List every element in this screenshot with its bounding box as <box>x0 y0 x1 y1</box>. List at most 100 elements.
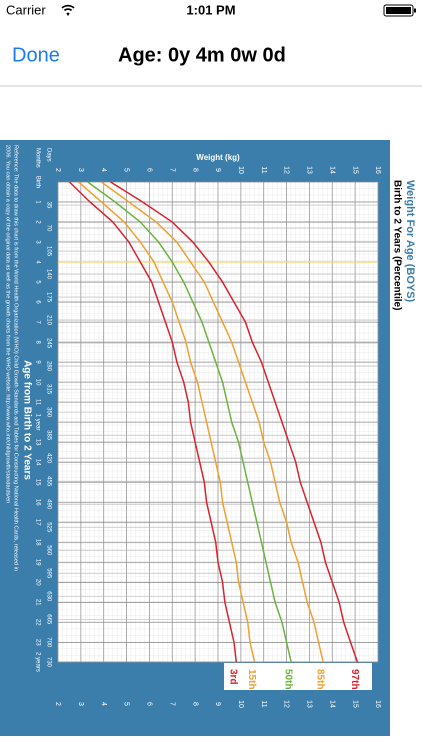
legend-label: 97th <box>349 669 360 690</box>
month-tick-label: 1 <box>34 200 40 204</box>
chart-title: Weight For Age (BOYS) <box>404 180 416 303</box>
month-tick-label: 2 <box>34 220 40 224</box>
day-tick-label: 70 <box>45 225 51 232</box>
x-tick-label: 8 <box>191 702 198 706</box>
x-tick-label: 5 <box>123 702 130 706</box>
y-axis-label: Age from Birth to 2 Years <box>21 360 32 480</box>
percentile-line <box>78 181 256 663</box>
day-tick-label: 700 <box>45 637 51 648</box>
month-tick-label: 18 <box>34 539 40 546</box>
x-tick-label: 11 <box>260 700 267 707</box>
x-tick-label: 8 <box>191 168 198 172</box>
day-tick-label: 175 <box>45 292 51 303</box>
month-tick-label: 6 <box>34 300 40 304</box>
x-tick-label: 13 <box>306 166 313 174</box>
month-tick-label: 9 <box>34 360 40 364</box>
day-tick-label: 455 <box>45 476 51 487</box>
day-tick-label: 105 <box>45 246 51 257</box>
legend-strip <box>224 663 372 690</box>
day-tick-label: 280 <box>45 361 51 372</box>
carrier: Carrier <box>6 2 46 17</box>
day-tick-label: 560 <box>45 545 51 556</box>
chart-subtitle: Birth to 2 Years (Percentile) <box>391 180 402 310</box>
month-tick-label: Birth <box>34 176 40 188</box>
legend-label: 50th <box>283 669 294 690</box>
month-tick-label: 15 <box>34 479 40 486</box>
x-tick-label: 11 <box>260 166 267 173</box>
day-tick-label: 490 <box>45 499 51 510</box>
done-button[interactable]: Done <box>12 44 60 66</box>
month-tick-label: 10 <box>34 379 40 386</box>
legend-label: 3rd <box>228 669 239 685</box>
x-tick-label: 6 <box>146 702 153 706</box>
month-tick-label: 5 <box>34 280 40 284</box>
x-tick-label: 16 <box>374 166 381 174</box>
day-tick-label: 665 <box>45 614 51 625</box>
x-tick-label: 2 <box>54 168 61 172</box>
x-tick-label: 6 <box>146 168 153 172</box>
month-tick-label: 21 <box>34 599 40 606</box>
x-tick-label: 7 <box>168 702 175 706</box>
x-tick-label: 4 <box>100 702 107 706</box>
x-tick-label: 4 <box>100 168 107 172</box>
x-tick-label: 12 <box>283 700 290 708</box>
day-tick-label: 630 <box>45 591 51 602</box>
percentile-line <box>110 181 359 663</box>
reference-note: 2006. You can obtain a copy of the origi… <box>5 145 11 503</box>
reference-note: Reference: The data to draw this chart i… <box>13 145 19 571</box>
legend-label: 85th <box>315 669 326 690</box>
month-tick-label: 4 <box>34 260 40 264</box>
month-tick-label: 1 year <box>34 414 40 431</box>
battery-tip <box>414 8 416 13</box>
month-tick-label: 11 <box>34 399 40 406</box>
day-tick-label: 525 <box>45 522 51 533</box>
month-tick-label: 22 <box>34 619 40 626</box>
month-tick-label: 19 <box>34 559 40 566</box>
x-tick-label: 10 <box>237 700 244 708</box>
month-tick-label: 13 <box>34 439 40 446</box>
x-tick-label: 3 <box>77 702 84 706</box>
percentile-line <box>87 181 292 663</box>
days-label: Days <box>45 148 51 162</box>
percentile-line <box>100 181 324 663</box>
day-tick-label: 35 <box>45 202 51 209</box>
month-tick-label: 7 <box>34 320 40 324</box>
month-tick-label: 8 <box>34 340 40 344</box>
x-tick-label: 12 <box>283 166 290 174</box>
month-tick-label: 23 <box>34 639 40 646</box>
months-label: Months <box>34 148 40 168</box>
x-tick-label: 14 <box>328 166 335 174</box>
day-tick-label: 350 <box>45 407 51 418</box>
month-tick-label: 14 <box>34 459 40 466</box>
day-tick-label: 385 <box>45 430 51 441</box>
day-tick-label: 730 <box>45 657 51 668</box>
x-axis-label: Weight (kg) <box>196 153 240 162</box>
day-tick-label: 315 <box>45 384 51 395</box>
x-tick-label: 13 <box>306 700 313 708</box>
x-tick-label: 7 <box>168 168 175 172</box>
month-tick-label: 2 years <box>34 652 40 672</box>
x-tick-label: 9 <box>214 168 221 172</box>
day-tick-label: 140 <box>45 269 51 280</box>
wifi-icon <box>61 4 75 16</box>
chart: 2233445566778899101011111212131314141515… <box>5 145 417 708</box>
battery <box>383 4 414 17</box>
battery-level <box>386 7 411 14</box>
month-tick-label: 3 <box>34 240 40 244</box>
x-tick-label: 15 <box>351 166 358 174</box>
time: 1:01 PM <box>186 2 235 17</box>
legend-label: 15th <box>246 669 257 690</box>
day-tick-label: 210 <box>45 315 51 326</box>
day-tick-label: 595 <box>45 568 51 579</box>
day-tick-label: 245 <box>45 338 51 349</box>
nav-title: Age: 0y 4m 0w 0d <box>118 44 286 66</box>
x-tick-label: 15 <box>351 700 358 708</box>
x-tick-label: 9 <box>214 702 221 706</box>
x-tick-label: 3 <box>77 168 84 172</box>
x-tick-label: 2 <box>54 702 61 706</box>
day-tick-label: 420 <box>45 453 51 464</box>
month-tick-label: 17 <box>34 519 40 526</box>
percentile-line <box>68 181 238 663</box>
